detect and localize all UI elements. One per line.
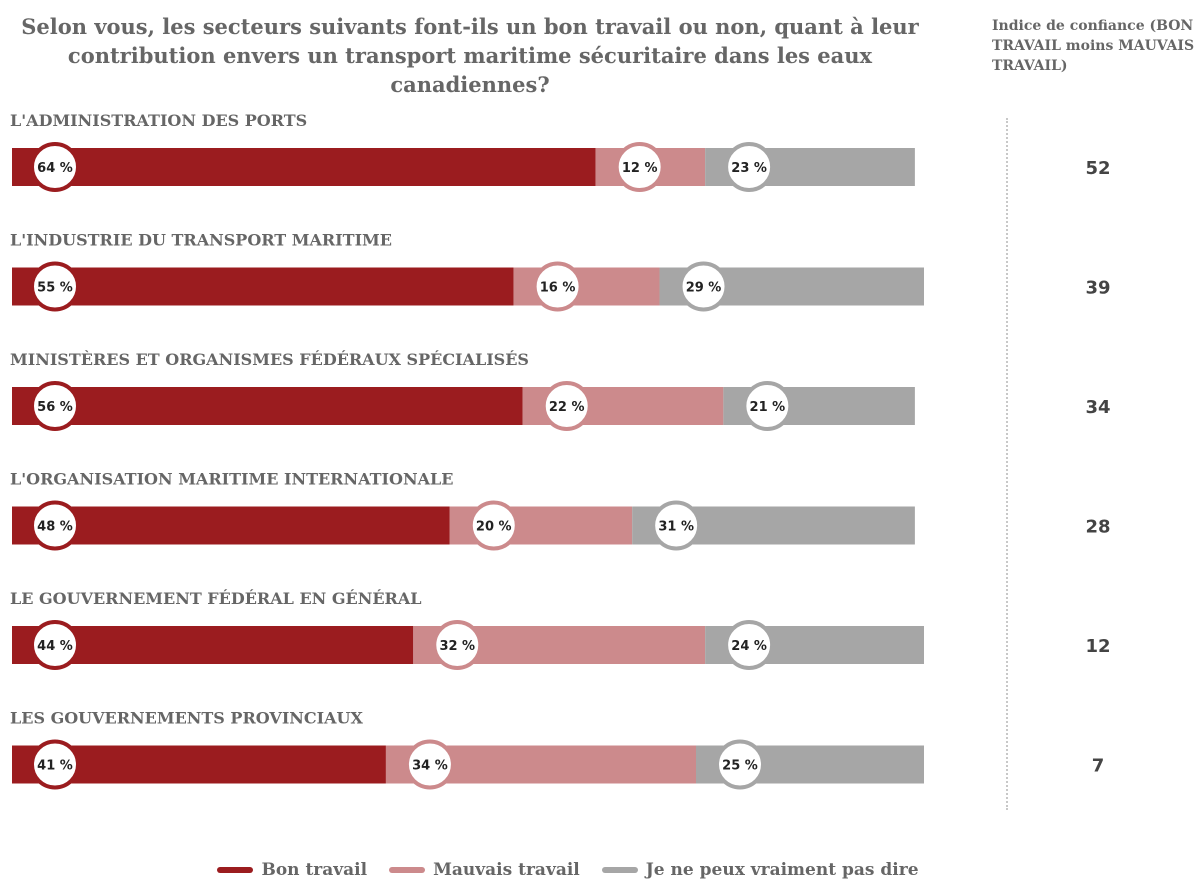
data-label: 16 % xyxy=(540,281,576,296)
category-label: L'ADMINISTRATION DES PORTS xyxy=(10,111,307,130)
category-label: LES GOUVERNEMENTS PROVINCIAUX xyxy=(10,709,364,728)
data-label: 12 % xyxy=(622,161,658,176)
confidence-index-header: Indice de confiance (BON TRAVAIL moins M… xyxy=(992,18,1195,74)
bar-segment xyxy=(12,267,514,306)
legend-item: Bon travail xyxy=(217,860,367,880)
confidence-index-value: 7 xyxy=(1092,756,1105,777)
data-label: 64 % xyxy=(37,161,73,176)
data-label: 44 % xyxy=(37,639,73,654)
legend-item: Je ne peux vraiment pas dire xyxy=(601,860,919,880)
data-label: 25 % xyxy=(722,759,758,774)
index-divider xyxy=(1006,118,1008,810)
value-badge xyxy=(30,620,80,670)
legend-swatch xyxy=(217,867,254,873)
value-badge xyxy=(30,381,80,431)
data-label: 21 % xyxy=(750,400,786,415)
chart-title: Selon vous, les secteurs suivants font-i… xyxy=(21,14,919,97)
value-badge xyxy=(651,500,702,551)
legend: Bon travail Mauvais travail Je ne peux vra… xyxy=(0,858,1166,882)
data-label: 32 % xyxy=(439,639,475,654)
data-label: 31 % xyxy=(658,520,694,535)
value-badge xyxy=(715,739,765,790)
legend-swatch xyxy=(601,867,638,873)
data-label: 23 % xyxy=(731,161,767,176)
category-label: MINISTÈRES ET ORGANISMES FÉDÉRAUX SPÉCIA… xyxy=(10,349,529,369)
value-badge xyxy=(468,500,519,551)
confidence-index-value: 28 xyxy=(1085,517,1110,538)
bar-segment xyxy=(12,387,523,425)
value-badge xyxy=(30,261,80,312)
data-label: 24 % xyxy=(731,639,767,654)
value-badge xyxy=(614,142,665,192)
category-label: LE GOUVERNEMENT FÉDÉRAL EN GÉNÉRAL xyxy=(10,588,422,608)
legend-label: Je ne peux vraiment pas dire xyxy=(645,860,919,880)
value-badge xyxy=(404,739,455,790)
value-badge xyxy=(742,381,793,431)
value-badge xyxy=(678,261,729,312)
bar-segment xyxy=(12,506,450,545)
value-badge xyxy=(30,142,80,192)
data-label: 22 % xyxy=(549,400,585,415)
category-label: L'INDUSTRIE DU TRANSPORT MARITIME xyxy=(10,231,392,250)
confidence-index-value: 34 xyxy=(1085,397,1110,418)
data-label: 48 % xyxy=(37,520,73,535)
confidence-index-value: 52 xyxy=(1085,158,1110,179)
data-label: 41 % xyxy=(37,759,73,774)
data-label: 55 % xyxy=(37,281,73,296)
legend-swatch xyxy=(389,867,426,873)
bar-segment xyxy=(12,148,596,186)
legend-label: Bon travail xyxy=(261,860,368,880)
value-badge xyxy=(30,739,80,790)
value-badge xyxy=(30,500,80,551)
data-label: 56 % xyxy=(37,400,73,415)
data-label: 20 % xyxy=(476,520,512,535)
data-label: 34 % xyxy=(412,759,448,774)
value-badge xyxy=(532,261,583,312)
category-label: L'ORGANISATION MARITIME INTERNATIONALE xyxy=(10,470,453,489)
value-badge xyxy=(724,620,775,670)
legend-label: Mauvais travail xyxy=(433,860,580,880)
value-badge xyxy=(724,142,775,192)
stacked-bar-chart: L'ADMINISTRATION DES PORTS 64 % 12 % 23 % 52… xyxy=(10,111,1111,790)
data-label: 29 % xyxy=(686,281,722,296)
value-badge xyxy=(432,620,483,670)
confidence-index-value: 12 xyxy=(1085,636,1110,657)
legend-item: Mauvais travail xyxy=(389,860,580,880)
confidence-index-value: 39 xyxy=(1085,278,1110,299)
value-badge xyxy=(541,381,592,431)
